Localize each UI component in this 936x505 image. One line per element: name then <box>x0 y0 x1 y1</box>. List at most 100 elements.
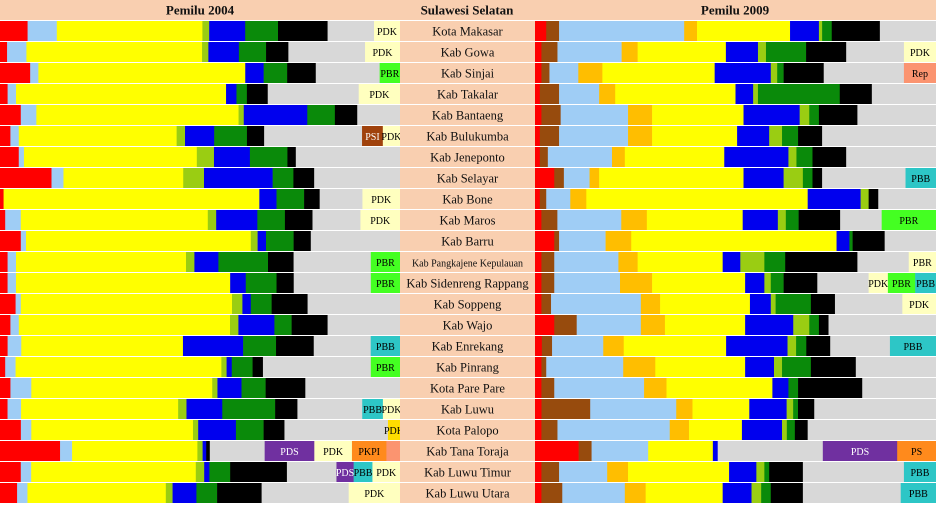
pemilu-2009-row-4-segment-3 <box>628 105 653 125</box>
pemilu-2004-row-19-segment-2 <box>31 420 194 440</box>
pemilu-2009-row-18-segment-4 <box>692 399 750 419</box>
pemilu-2004-row-12-segment-1 <box>7 273 17 293</box>
region-label-cell-6 <box>400 147 535 167</box>
pemilu-2004-row-5-segment-8 <box>362 126 384 146</box>
pemilu-2009-row-15-segment-9 <box>830 336 891 356</box>
pemilu-2009-row-18-segment-1 <box>541 399 591 419</box>
pemilu-2009-row-5-segment-0 <box>535 126 541 146</box>
pemilu-2004-row-8-segment-2 <box>259 189 277 209</box>
pemilu-2009-row-6-segment-3 <box>611 147 626 167</box>
pemilu-2009-row-6-segment-6 <box>788 147 797 167</box>
pemilu-2009-row-17-segment-1 <box>541 378 555 398</box>
pemilu-2009-row-2-segment-10 <box>903 63 936 83</box>
pemilu-2004-row-10-segment-2 <box>26 231 252 251</box>
pemilu-2004-row-8-segment-0 <box>0 189 4 209</box>
pemilu-2009-row-4-segment-7 <box>809 105 820 125</box>
pemilu-2009-row-11-segment-8 <box>785 252 858 272</box>
pemilu-2004-row-12-segment-7 <box>370 273 401 293</box>
pemilu-2004-row-15-segment-5 <box>276 336 315 356</box>
pemilu-2004-row-9-label-8: PDK <box>370 216 391 227</box>
pemilu-2004-row-20-segment-1 <box>60 441 73 461</box>
region-label-cell-1 <box>400 42 535 62</box>
pemilu-2009-row-7-segment-5 <box>743 168 784 188</box>
pemilu-2004-row-15-segment-4 <box>243 336 277 356</box>
pemilu-2004-row-17-segment-2 <box>31 378 213 398</box>
pemilu-2009-row-11-segment-1 <box>541 252 555 272</box>
header-right-title: Pemilu 2009 <box>701 3 770 18</box>
pemilu-2004-row-5-segment-0 <box>0 126 11 146</box>
pemilu-2004-row-17-segment-1 <box>10 378 32 398</box>
pemilu-2009-row-18-segment-6 <box>786 399 794 419</box>
pemilu-2004-row-10-segment-3 <box>250 231 258 251</box>
pemilu-2009-row-15-segment-1 <box>541 336 553 356</box>
region-label-1: Kab Gowa <box>441 46 495 60</box>
pemilu-2004-row-13-segment-0 <box>0 294 16 314</box>
pemilu-2004-row-14-segment-1 <box>10 315 20 335</box>
pemilu-2004-row-18-segment-6 <box>275 399 298 419</box>
pemilu-2009-row-1-segment-5 <box>725 42 759 62</box>
pemilu-2009-row-2-segment-6 <box>770 63 778 83</box>
pemilu-2009-row-17-segment-6 <box>788 378 799 398</box>
pemilu-2009-row-0-segment-2 <box>559 21 685 41</box>
pemilu-2009-row-18-segment-8 <box>798 399 815 419</box>
pemilu-2004-row-5-segment-2 <box>18 126 177 146</box>
pemilu-2004-row-20-segment-9 <box>351 441 387 461</box>
pemilu-2004-row-1-label-8: PDK <box>373 48 394 59</box>
pemilu-2004-row-17-segment-6 <box>265 378 306 398</box>
pemilu-2009-row-21-segment-6 <box>756 462 765 482</box>
pemilu-2009-row-13-segment-9 <box>834 294 903 314</box>
pemilu-2004-row-16-segment-6 <box>252 357 264 377</box>
pemilu-2009-row-8-segment-6 <box>860 189 869 209</box>
pemilu-2009-row-20-segment-6 <box>822 441 898 461</box>
pemilu-2004-row-19-segment-8 <box>387 420 401 440</box>
pemilu-2009-row-12-segment-7 <box>770 273 784 293</box>
pemilu-2004-row-21-segment-5 <box>209 462 231 482</box>
pemilu-2004-row-15-segment-7 <box>370 336 401 356</box>
pemilu-2009-row-5-segment-1 <box>539 126 560 146</box>
pemilu-2009-row-7-segment-9 <box>822 168 906 188</box>
pemilu-2009-row-5-segment-2 <box>559 126 629 146</box>
pemilu-2009-row-14-segment-4 <box>664 315 746 335</box>
pemilu-2004-row-13-segment-6 <box>271 294 308 314</box>
pemilu-2004-row-4-segment-0 <box>0 105 22 125</box>
pemilu-2004-row-2-segment-2 <box>38 63 246 83</box>
pemilu-2009-row-4-segment-1 <box>541 105 561 125</box>
pemilu-2009-row-18-segment-2 <box>590 399 677 419</box>
pemilu-2009-row-9-segment-6 <box>777 210 787 230</box>
pemilu-2009-row-12-segment-9 <box>817 273 869 293</box>
pemilu-2009-row-8-segment-0 <box>535 189 541 209</box>
pemilu-2009-row-20-segment-0 <box>535 441 579 461</box>
pemilu-2009-row-18-segment-5 <box>749 399 787 419</box>
pemilu-2009-row-16-segment-1 <box>541 357 547 377</box>
pemilu-2004-row-3-segment-7 <box>358 84 401 104</box>
pemilu-2009-row-9-segment-10 <box>881 210 936 230</box>
pemilu-2004-row-20-segment-4 <box>202 441 207 461</box>
pemilu-2004-row-6-segment-2 <box>23 147 198 167</box>
pemilu-2004-row-20-label-9: PKPI <box>358 447 380 458</box>
pemilu-2004-row-4-segment-5 <box>307 105 336 125</box>
pemilu-2009-row-12-label-11: PBR <box>892 279 911 290</box>
pemilu-2009-row-3-segment-7 <box>757 84 841 104</box>
pemilu-2009-row-15-segment-0 <box>535 336 543 356</box>
pemilu-2004-row-4-segment-6 <box>334 105 358 125</box>
pemilu-2009-row-22-label-10: PBB <box>909 489 928 500</box>
pemilu-2004-row-18-segment-0 <box>0 399 8 419</box>
pemilu-2009-row-8-segment-3 <box>570 189 587 209</box>
pemilu-2009-row-1-segment-4 <box>637 42 727 62</box>
pemilu-2009-row-22-segment-9 <box>802 483 902 503</box>
pemilu-2009-row-11-segment-2 <box>554 252 619 272</box>
region-label-8: Kab Bone <box>442 193 493 207</box>
pemilu-2004-row-18-label-8: PBB <box>363 405 382 416</box>
pemilu-2004-row-10-segment-0 <box>0 231 22 251</box>
pemilu-2004-row-19-segment-7 <box>284 420 389 440</box>
pemilu-2009-row-2-segment-7 <box>777 63 784 83</box>
pemilu-2004-row-6-segment-5 <box>249 147 288 167</box>
region-label-cell-9 <box>400 210 535 230</box>
pemilu-2004-row-0-segment-1 <box>27 21 58 41</box>
region-label-cell-17 <box>400 378 535 398</box>
region-label-21: Kab Luwu Timur <box>424 466 512 480</box>
pemilu-2004-row-0-segment-0 <box>0 21 28 41</box>
pemilu-2004-row-13-segment-2 <box>20 294 233 314</box>
pemilu-2004-row-11-segment-2 <box>16 252 187 272</box>
pemilu-2004-row-22-segment-8 <box>348 483 401 503</box>
